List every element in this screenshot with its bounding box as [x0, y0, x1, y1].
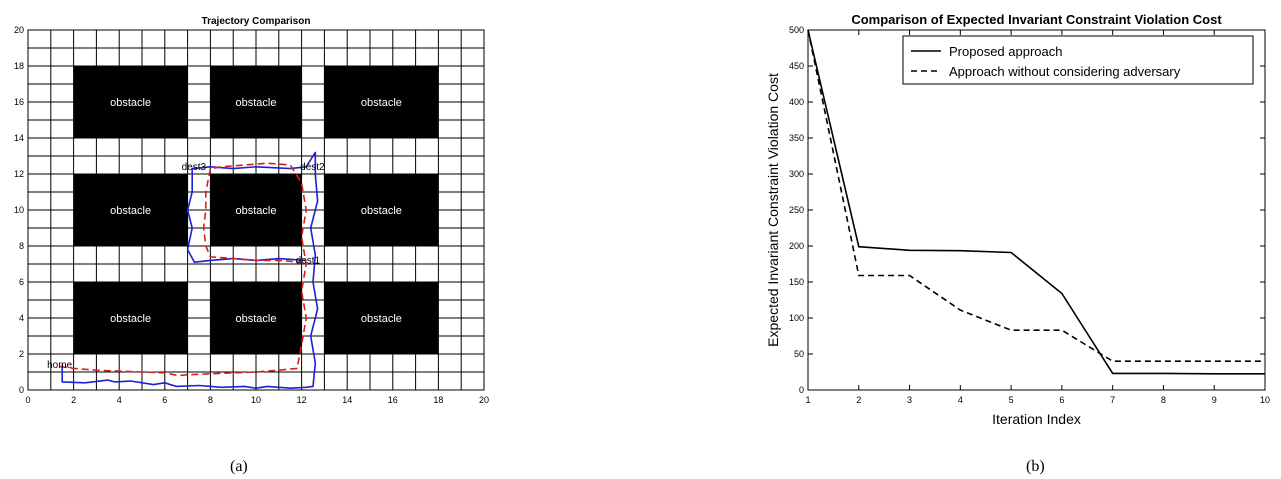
- y-tick-label: 4: [19, 313, 24, 323]
- violation-cost-chart: 1 2 3 4 5 6 7 8 9 1005010015020025030035040045050…: [765, 12, 1270, 427]
- x-tick-label: 5: [1009, 395, 1014, 405]
- y-tick-label: 350: [789, 133, 804, 143]
- waypoint-label: home: [47, 360, 72, 371]
- y-tick-label: 500: [789, 25, 804, 35]
- y-tick-label: 18: [14, 61, 24, 71]
- legend-box: [902, 35, 1254, 85]
- chart-title: Trajectory Comparison: [202, 16, 311, 27]
- obstacle-block: [324, 174, 439, 246]
- x-tick-label: 3: [907, 395, 912, 405]
- y-tick-label: 6: [19, 277, 24, 287]
- x-tick-label: 16: [388, 395, 398, 405]
- waypoint-label: dest1: [296, 255, 321, 266]
- y-tick-label: 16: [14, 97, 24, 107]
- obstacle-label: obstacle: [110, 313, 151, 325]
- obstacle-block: [73, 174, 188, 246]
- obstacle-label: obstacle: [361, 205, 402, 217]
- x-tick-label: 20: [479, 395, 489, 405]
- obstacle-label: obstacle: [361, 313, 402, 325]
- waypoint-label: dest3: [182, 162, 207, 173]
- trajectory-comparison-chart: obstacle obstacle obstacle obstacle obstacle…: [14, 16, 489, 405]
- x-tick-label: 8: [1161, 395, 1166, 405]
- x-tick-label: 12: [297, 395, 307, 405]
- y-tick-label: 400: [789, 97, 804, 107]
- y-tick-label: 450: [789, 61, 804, 71]
- caption-a: (a): [230, 458, 248, 475]
- obstacle-block: [210, 66, 302, 138]
- y-tick-label: 2: [19, 349, 24, 359]
- x-tick-label: 14: [342, 395, 352, 405]
- y-tick-label: 0: [19, 385, 24, 395]
- y-tick-label: 300: [789, 169, 804, 179]
- y-tick-label: 8: [19, 241, 24, 251]
- obstacle-label: obstacle: [236, 205, 277, 217]
- y-axis-label: Expected Invariant Constraint Violation …: [765, 73, 781, 347]
- obstacle-label: obstacle: [236, 97, 277, 109]
- trajectory-line-2: [59, 162, 307, 377]
- trajectory-line-1: [61, 151, 319, 389]
- x-tick-label: 2: [856, 395, 861, 405]
- x-tick-label: 6: [1059, 395, 1064, 405]
- series-line-2: [807, 29, 1265, 362]
- x-tick-label: 10: [251, 395, 261, 405]
- obstacle-block: [210, 174, 302, 246]
- waypoint-label: dest2: [300, 162, 325, 173]
- y-tick-label: 14: [14, 133, 24, 143]
- y-tick-label: 250: [789, 205, 804, 215]
- x-tick-label: 1: [805, 395, 810, 405]
- obstacle-label: obstacle: [361, 97, 402, 109]
- y-tick-label: 50: [794, 349, 804, 359]
- x-tick-label: 0: [25, 395, 30, 405]
- y-tick-label: 20: [14, 25, 24, 35]
- legend-entry: Approach without considering adversary: [949, 64, 1181, 79]
- chart-title: Comparison of Expected Invariant Constra…: [851, 12, 1222, 27]
- x-tick-label: 18: [433, 395, 443, 405]
- x-tick-label: 7: [1110, 395, 1115, 405]
- obstacle-block: [324, 66, 439, 138]
- series-line-1: [807, 29, 1265, 375]
- obstacle-label: obstacle: [110, 205, 151, 217]
- x-tick-label: 8: [208, 395, 213, 405]
- x-tick-label: 2: [71, 395, 76, 405]
- x-tick-label: 4: [958, 395, 963, 405]
- x-tick-label: 9: [1212, 395, 1217, 405]
- y-tick-label: 12: [14, 169, 24, 179]
- caption-b: (b): [1026, 458, 1045, 475]
- y-tick-label: 150: [789, 277, 804, 287]
- obstacle-label: obstacle: [110, 97, 151, 109]
- obstacle-block: [73, 282, 188, 354]
- x-axis-label: Iteration Index: [992, 411, 1081, 427]
- x-tick-label: 10: [1260, 395, 1270, 405]
- y-tick-label: 200: [789, 241, 804, 251]
- y-tick-label: 0: [799, 385, 804, 395]
- obstacle-block: [73, 66, 188, 138]
- legend-entry: Proposed approach: [949, 44, 1062, 59]
- x-tick-label: 4: [117, 395, 122, 405]
- y-tick-label: 100: [789, 313, 804, 323]
- obstacle-block: [324, 282, 439, 354]
- axes-frame: [27, 29, 485, 391]
- x-tick-label: 6: [162, 395, 167, 405]
- obstacle-label: obstacle: [236, 313, 277, 325]
- obstacle-block: [210, 282, 302, 354]
- y-tick-label: 10: [14, 205, 24, 215]
